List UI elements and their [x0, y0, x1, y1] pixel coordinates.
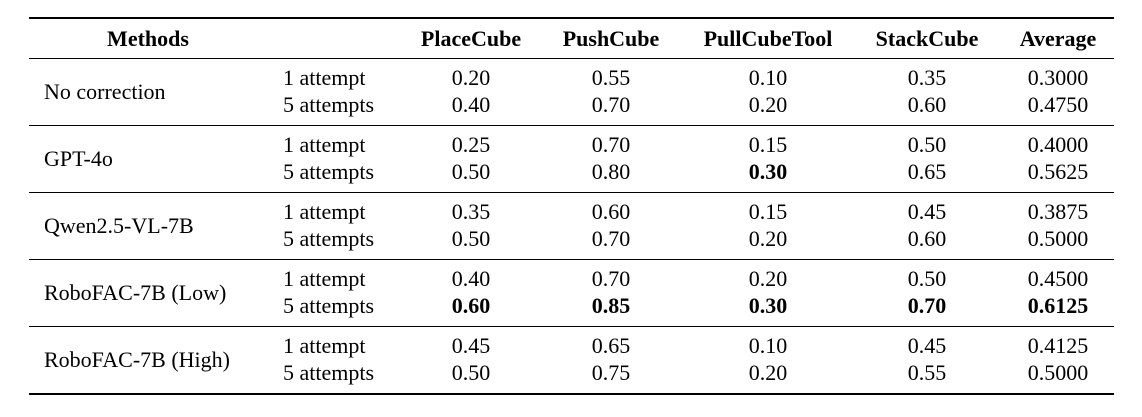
- top-rule: [29, 17, 1114, 19]
- value-stackcube: 0.50: [907, 132, 947, 157]
- value-pullcubetool: 0.20: [748, 226, 788, 251]
- header-stackcube: StackCube: [875, 26, 979, 51]
- value-pullcubetool: 0.10: [748, 333, 788, 358]
- value-stackcube: 0.55: [907, 360, 947, 385]
- method-name: RoboFAC-7B (High): [44, 347, 230, 372]
- header-rule: [29, 58, 1114, 59]
- value-stackcube: 0.60: [907, 92, 947, 117]
- value-average: 0.5000: [1027, 226, 1089, 251]
- attempt-count: 5 attempts: [283, 226, 375, 251]
- header-methods: Methods: [107, 26, 189, 51]
- value-pushcube: 0.70: [591, 132, 631, 157]
- value-pushcube: 0.80: [591, 159, 631, 184]
- value-stackcube: 0.45: [907, 333, 947, 358]
- header-placecube: PlaceCube: [420, 26, 522, 51]
- value-pushcube: 0.75: [591, 360, 631, 385]
- value-placecube: 0.60: [451, 293, 491, 318]
- value-pushcube: 0.85: [591, 293, 631, 318]
- value-stackcube: 0.45: [907, 199, 947, 224]
- value-average: 0.5625: [1027, 159, 1089, 184]
- bottom-rule: [29, 393, 1114, 395]
- header-pullcubetool: PullCubeTool: [703, 26, 833, 51]
- value-average: 0.3875: [1027, 199, 1089, 224]
- value-pullcubetool: 0.20: [748, 360, 788, 385]
- value-stackcube: 0.65: [907, 159, 947, 184]
- attempt-count: 5 attempts: [283, 293, 375, 318]
- value-average: 0.4500: [1027, 266, 1089, 291]
- value-average: 0.6125: [1027, 293, 1089, 318]
- value-placecube: 0.50: [451, 226, 491, 251]
- value-average: 0.5000: [1027, 360, 1089, 385]
- attempt-count: 1 attempt: [283, 333, 366, 358]
- value-average: 0.3000: [1027, 65, 1089, 90]
- method-name: Qwen2.5-VL-7B: [44, 213, 194, 238]
- attempt-count: 1 attempt: [283, 199, 366, 224]
- value-placecube: 0.35: [451, 199, 491, 224]
- value-pullcubetool: 0.10: [748, 65, 788, 90]
- group-separator: [29, 125, 1114, 126]
- value-placecube: 0.40: [451, 266, 491, 291]
- value-placecube: 0.25: [451, 132, 491, 157]
- value-pullcubetool: 0.20: [748, 266, 788, 291]
- value-stackcube: 0.70: [907, 293, 947, 318]
- attempt-count: 1 attempt: [283, 266, 366, 291]
- value-stackcube: 0.60: [907, 226, 947, 251]
- group-separator: [29, 192, 1114, 193]
- method-name: RoboFAC-7B (Low): [44, 280, 227, 305]
- value-average: 0.4000: [1027, 132, 1089, 157]
- value-placecube: 0.50: [451, 360, 491, 385]
- value-pushcube: 0.65: [591, 333, 631, 358]
- value-pullcubetool: 0.20: [748, 92, 788, 117]
- value-average: 0.4125: [1027, 333, 1089, 358]
- value-stackcube: 0.50: [907, 266, 947, 291]
- attempt-count: 5 attempts: [283, 159, 375, 184]
- value-placecube: 0.20: [451, 65, 491, 90]
- attempt-count: 5 attempts: [283, 92, 375, 117]
- value-average: 0.4750: [1027, 92, 1089, 117]
- group-separator: [29, 259, 1114, 260]
- value-pushcube: 0.60: [591, 199, 631, 224]
- group-separator: [29, 326, 1114, 327]
- value-placecube: 0.45: [451, 333, 491, 358]
- value-pullcubetool: 0.30: [748, 159, 788, 184]
- value-pullcubetool: 0.15: [748, 132, 788, 157]
- value-pullcubetool: 0.30: [748, 293, 788, 318]
- value-placecube: 0.40: [451, 92, 491, 117]
- method-name: GPT-4o: [44, 146, 113, 171]
- method-name: No correction: [44, 79, 166, 104]
- value-stackcube: 0.35: [907, 65, 947, 90]
- attempt-count: 1 attempt: [283, 65, 366, 90]
- value-pushcube: 0.70: [591, 266, 631, 291]
- header-pushcube: PushCube: [562, 26, 660, 51]
- value-pushcube: 0.70: [591, 226, 631, 251]
- attempt-count: 1 attempt: [283, 132, 366, 157]
- value-pushcube: 0.70: [591, 92, 631, 117]
- value-placecube: 0.50: [451, 159, 491, 184]
- attempt-count: 5 attempts: [283, 360, 375, 385]
- value-pushcube: 0.55: [591, 65, 631, 90]
- header-average: Average: [1019, 26, 1097, 51]
- value-pullcubetool: 0.15: [748, 199, 788, 224]
